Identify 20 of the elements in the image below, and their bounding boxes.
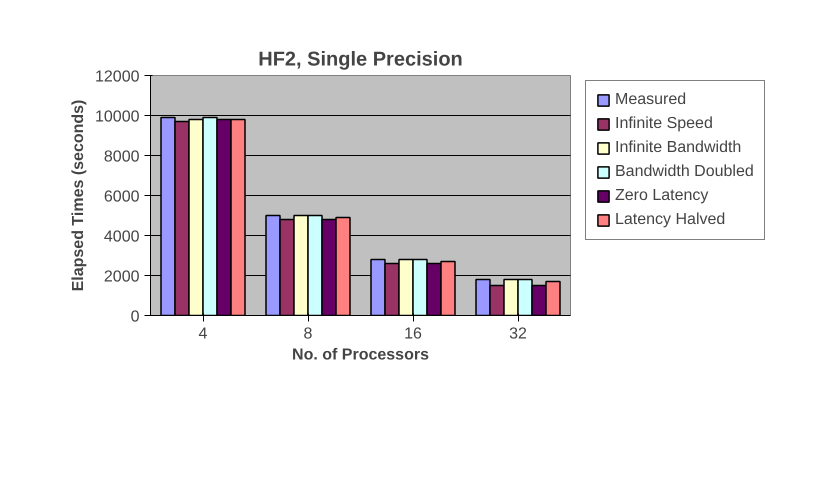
x-axis-title: No. of Processors <box>292 346 430 364</box>
y-tick-label: 0 <box>130 308 140 326</box>
y-tick-label: 8000 <box>104 148 140 166</box>
legend-label: Zero Latency <box>615 187 708 205</box>
chart-title: HF2, Single Precision <box>258 48 463 70</box>
x-tick-label: 32 <box>509 326 527 342</box>
legend-label: Infinite Bandwidth <box>615 139 742 157</box>
y-tick-label: 6000 <box>104 188 140 206</box>
x-tick-label: 8 <box>304 326 313 342</box>
legend-label: Infinite Speed <box>615 115 713 133</box>
y-tick-label: 4000 <box>104 228 140 246</box>
legend-label: Measured <box>615 91 686 109</box>
y-axis-title: Elapsed Times (seconds) <box>70 100 88 292</box>
y-tick-label: 12000 <box>95 68 140 86</box>
y-tick-label: 10000 <box>95 108 140 126</box>
legend-label: Latency Halved <box>615 211 726 229</box>
x-tick-label: 16 <box>404 326 422 342</box>
y-tick-label: 2000 <box>104 268 140 286</box>
x-tick-label: 4 <box>198 326 208 342</box>
legend-label: Bandwidth Doubled <box>615 163 754 181</box>
